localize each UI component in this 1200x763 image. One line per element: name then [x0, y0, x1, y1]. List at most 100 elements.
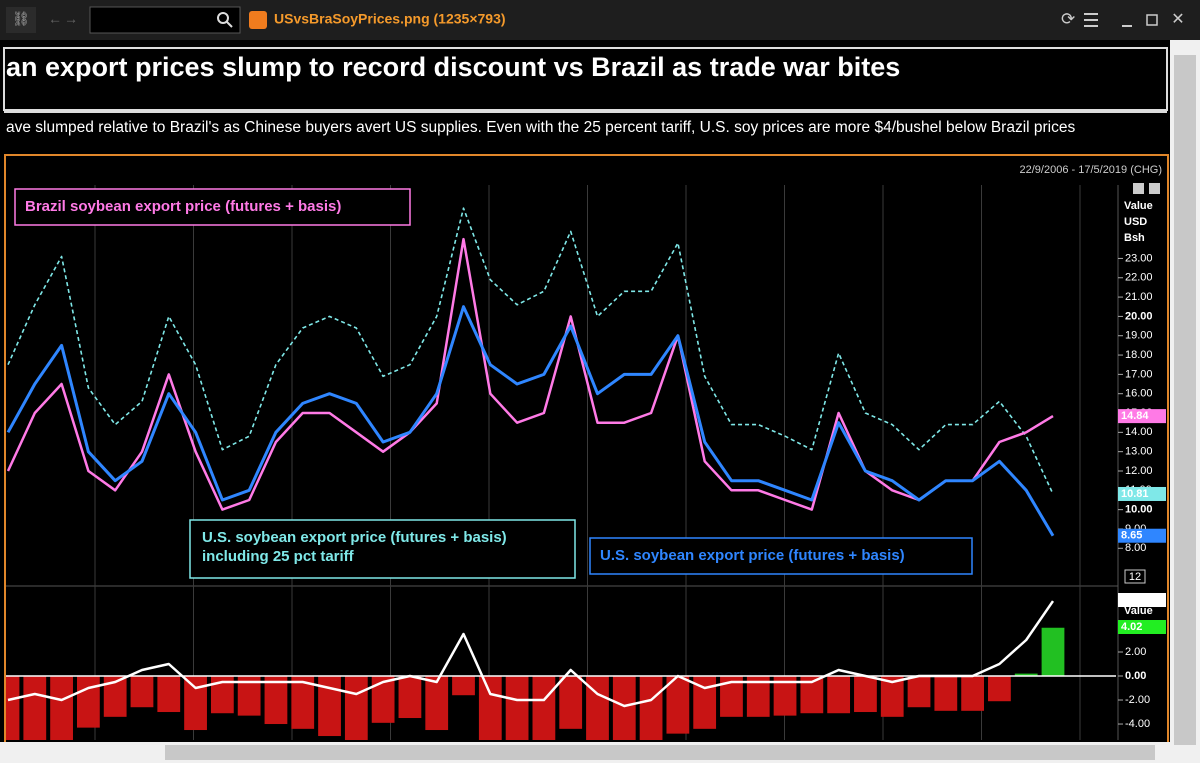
scale-badge-label: 12: [1129, 571, 1141, 583]
bar: [76, 676, 100, 728]
bar: [666, 676, 690, 734]
bar: [452, 676, 475, 696]
bar: [505, 676, 529, 740]
bar: [559, 676, 583, 729]
bar: [398, 676, 422, 719]
forward-button[interactable]: →: [64, 11, 78, 27]
axis-label: Value: [1124, 605, 1153, 617]
y-tick-label: 21.00: [1125, 291, 1153, 303]
legend-box: [589, 537, 973, 575]
bar: [371, 676, 395, 723]
bar: [934, 676, 958, 711]
y-tick-label: -2.00: [1125, 694, 1150, 706]
bar: [103, 676, 127, 717]
bar: [988, 676, 1011, 702]
last-value-label: 10.81: [1121, 488, 1149, 500]
bar: [693, 676, 717, 729]
legend-label: U.S. soybean export price (futures + bas…: [202, 529, 507, 565]
y-tick-label: 18.00: [1125, 349, 1153, 361]
summary: ave slumped relative to Brazil's as Chin…: [6, 119, 1075, 136]
bar: [6, 676, 20, 740]
lower-plot: [6, 600, 1116, 740]
bar: [746, 676, 770, 717]
bar: [184, 676, 207, 731]
last-value-badge: [1118, 528, 1166, 543]
scroll-thumb[interactable]: [165, 745, 1155, 760]
scale-badge: [1124, 569, 1146, 584]
upper-plot: [6, 207, 1055, 537]
bar: [318, 676, 341, 737]
menu-button: [1084, 25, 1098, 27]
y-tick-label: 22.00: [1125, 272, 1153, 284]
y-tick-label: 17.00: [1125, 368, 1153, 380]
legend-label: Brazil soybean export price (futures + b…: [25, 198, 341, 215]
bar: [1041, 627, 1065, 677]
bar: [50, 676, 73, 740]
bar: [639, 676, 663, 740]
bar: [425, 676, 449, 731]
headline-box: [3, 47, 1168, 111]
series-line: [7, 207, 1054, 495]
menu-button: [1084, 19, 1098, 21]
bar: [907, 676, 931, 708]
close-button[interactable]: ✕: [1171, 11, 1184, 28]
search-box[interactable]: [89, 6, 241, 34]
bar: [961, 676, 985, 711]
back-button[interactable]: ←: [48, 11, 62, 27]
search-icon: [217, 12, 229, 24]
y-tick-label: 8.00: [1125, 542, 1146, 554]
bar: [23, 676, 47, 740]
panel-button[interactable]: [1133, 183, 1144, 194]
y-tick-label: 23.00: [1125, 252, 1153, 264]
bar: [210, 676, 234, 714]
last-value-badge: [1118, 486, 1166, 501]
last-value-label: 6.24: [1121, 594, 1143, 606]
bar: [720, 676, 743, 717]
bar: [586, 676, 609, 740]
last-value-badge: [1118, 620, 1166, 634]
last-value-label: 14.84: [1121, 410, 1149, 422]
legend-box: [14, 188, 411, 226]
y-tick-label: 12.00: [1125, 465, 1153, 477]
maximize-button[interactable]: [1146, 14, 1158, 26]
y-tick-label: -4.00: [1125, 718, 1150, 730]
last-value-label: 8.65: [1121, 530, 1142, 542]
bar: [478, 676, 502, 740]
bar: [880, 676, 904, 717]
chart-frame: [4, 154, 1169, 756]
panel-close[interactable]: [1149, 183, 1160, 194]
last-value-badge: [1118, 593, 1166, 607]
y-tick-label: 10.00: [1125, 504, 1153, 516]
bar: [344, 676, 368, 740]
menu-button[interactable]: [1084, 13, 1098, 15]
bar: [1014, 673, 1038, 677]
window-title: USvsBraSoyPrices.png (1235×793): [274, 11, 506, 27]
y-tick-label: 13.00: [1125, 446, 1153, 458]
file-icon: [249, 11, 267, 29]
legend-box: [189, 519, 576, 579]
headline: an export prices slump to record discoun…: [6, 52, 900, 82]
bar: [130, 676, 154, 708]
y-tick-label: 2.00: [1125, 646, 1146, 658]
last-value-label: 4.02: [1121, 621, 1142, 633]
bar: [827, 676, 851, 714]
series-line: [7, 600, 1055, 708]
bar: [854, 676, 877, 713]
y-tick-label: 16.00: [1125, 388, 1153, 400]
axis-label: Value: [1124, 200, 1153, 212]
scroll-thumb[interactable]: [1174, 55, 1196, 745]
search-icon: [226, 21, 233, 28]
y-tick-label: 0.00: [1125, 670, 1146, 682]
refresh-button[interactable]: ⟳: [1061, 9, 1075, 28]
y-tick-label: 14.00: [1125, 426, 1153, 438]
axis-label: Bsh: [1124, 232, 1145, 244]
divider: [4, 111, 1167, 113]
link-button[interactable]: [6, 7, 36, 33]
bar: [800, 676, 824, 714]
y-tick-label: 19.00: [1125, 330, 1153, 342]
date-range: 22/9/2006 - 17/5/2019 (CHG): [1020, 164, 1162, 176]
legend-label: U.S. soybean export price (futures + bas…: [600, 547, 905, 564]
bar: [291, 676, 315, 729]
minimize-button[interactable]: [1122, 25, 1132, 27]
